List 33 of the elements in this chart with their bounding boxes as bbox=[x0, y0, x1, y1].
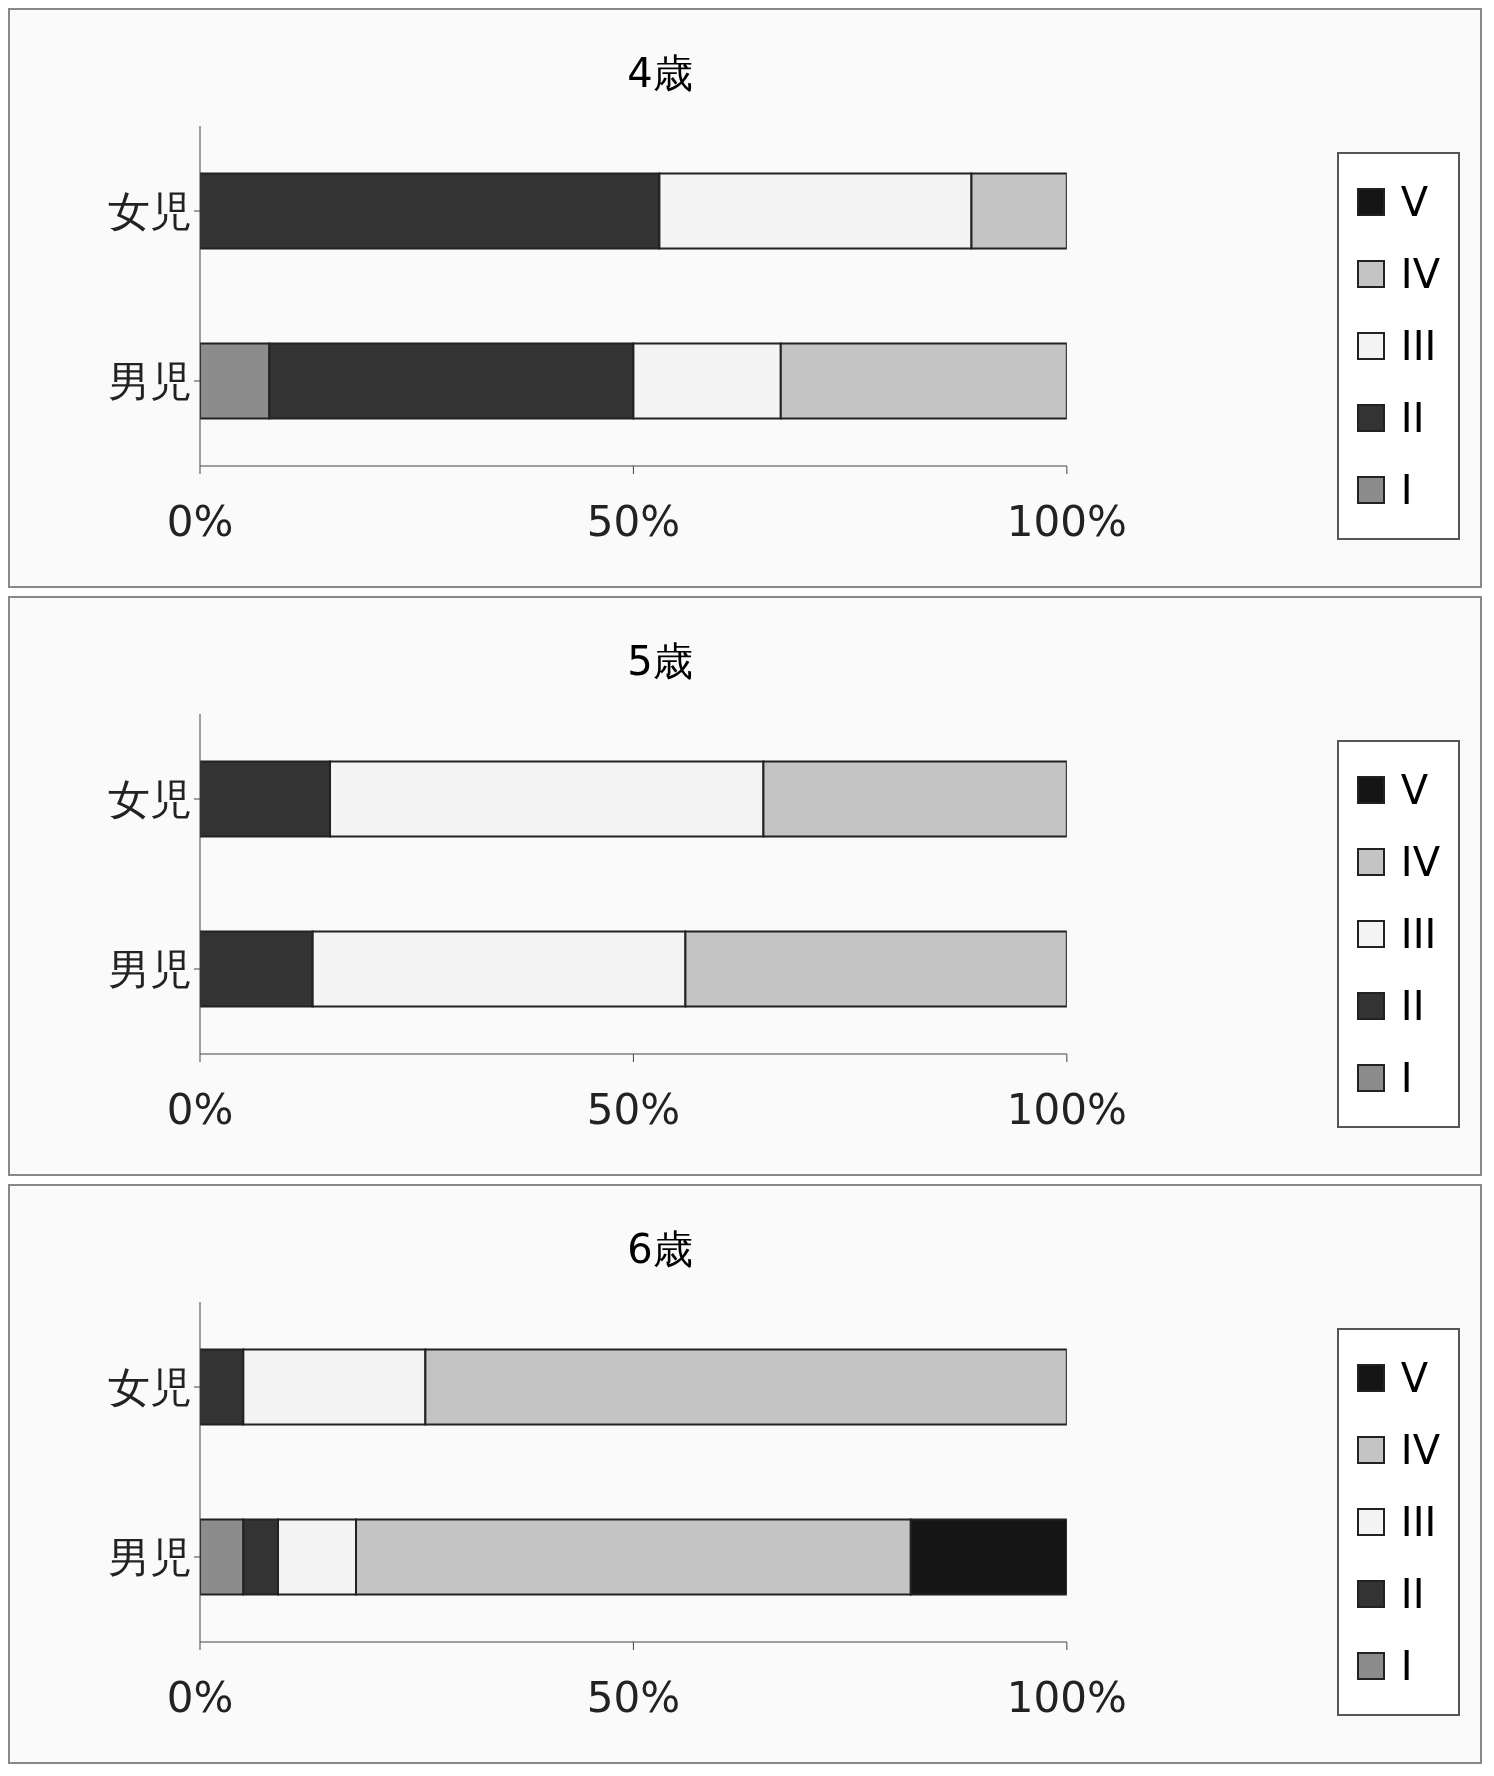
x-tick-label: 0% bbox=[166, 496, 234, 546]
chart-title: 5歳 bbox=[626, 637, 694, 686]
y-tick-label: 男児 bbox=[108, 356, 192, 406]
legend-label: V bbox=[1400, 1355, 1429, 1401]
chart-title: 4歳 bbox=[626, 49, 694, 98]
legend-label: IV bbox=[1400, 251, 1440, 297]
legend-label: III bbox=[1400, 911, 1437, 957]
x-tick-label: 50% bbox=[586, 1084, 681, 1134]
y-tick-label: 女児 bbox=[108, 1362, 192, 1412]
legend-label: II bbox=[1400, 983, 1425, 1029]
x-tick-label: 50% bbox=[586, 1672, 681, 1722]
chart-title: 6歳 bbox=[626, 1225, 694, 1274]
x-tick-label: 0% bbox=[166, 1084, 234, 1134]
legend-label: I bbox=[1400, 1055, 1413, 1101]
y-tick-label: 女児 bbox=[108, 186, 192, 236]
legend-label: I bbox=[1400, 1643, 1413, 1689]
x-tick-label: 100% bbox=[1006, 1672, 1127, 1722]
x-tick-label: 100% bbox=[1006, 496, 1127, 546]
x-tick-label: 50% bbox=[586, 496, 681, 546]
legend-label: II bbox=[1400, 1571, 1425, 1617]
legend-label: I bbox=[1400, 467, 1413, 513]
legend-label: V bbox=[1400, 767, 1429, 813]
legend-label: II bbox=[1400, 395, 1425, 441]
y-tick-label: 男児 bbox=[108, 1532, 192, 1582]
legend-label: IV bbox=[1400, 839, 1440, 885]
legend-label: V bbox=[1400, 179, 1429, 225]
legend-label: III bbox=[1400, 323, 1437, 369]
x-tick-label: 100% bbox=[1006, 1084, 1127, 1134]
y-tick-label: 女児 bbox=[108, 774, 192, 824]
x-tick-label: 0% bbox=[166, 1672, 234, 1722]
y-tick-label: 男児 bbox=[108, 944, 192, 994]
legend-label: III bbox=[1400, 1499, 1437, 1545]
legend-label: IV bbox=[1400, 1427, 1440, 1473]
